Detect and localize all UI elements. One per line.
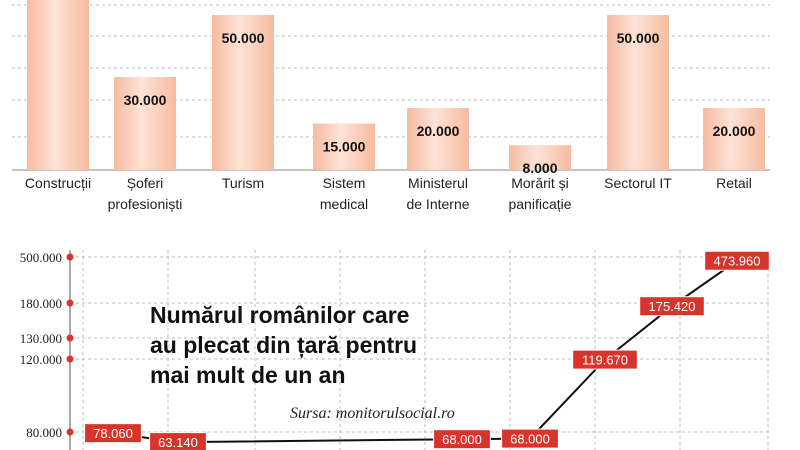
y-tick-label: 180.000 <box>20 296 62 311</box>
line-chart-title: Numărul românilor care au plecat din țar… <box>150 300 510 390</box>
y-tick-dot <box>66 355 74 363</box>
bar <box>313 123 375 170</box>
y-tick-dot <box>66 334 74 342</box>
bar-category-label: panificație <box>508 196 571 212</box>
bar-category-label: Sectorul IT <box>604 175 672 191</box>
line-chart-y-axis: 500.000 180.000 130.000 120.000 80.000 <box>20 250 74 440</box>
bar <box>114 77 176 170</box>
y-tick-label: 130.000 <box>20 331 62 346</box>
data-label: 68.000 <box>442 432 482 447</box>
bar <box>212 15 274 170</box>
bar-value-label: 15.000 <box>323 139 366 155</box>
bar-category-label: Turism <box>222 175 264 191</box>
y-tick-label: 500.000 <box>20 250 62 265</box>
data-label: 473.960 <box>714 254 761 269</box>
bar <box>509 145 571 170</box>
data-label: 78.060 <box>93 426 133 441</box>
bar-category-label: Șoferi <box>127 175 164 191</box>
bar-value-label: 50.000 <box>222 30 265 46</box>
bar-category-label: Ministerul <box>408 175 468 191</box>
bar-category-label: Retail <box>716 175 752 191</box>
y-tick-dot <box>66 253 74 261</box>
data-label: 175.420 <box>649 299 696 314</box>
bar-value-label: 30.000 <box>124 92 167 108</box>
bar <box>607 15 669 170</box>
bar-value-label: 8.000 <box>522 160 557 176</box>
data-label: 68.000 <box>510 432 550 447</box>
data-label-box <box>639 296 705 317</box>
data-label-box <box>572 349 638 370</box>
line-chart-title-line: mai mult de un an <box>150 362 346 388</box>
line-chart-title-line: Numărul românilor care <box>150 302 410 328</box>
bar-category-label: profesioniști <box>108 196 183 212</box>
bar-category-label: de Interne <box>406 196 469 212</box>
bar-category-label: Construcții <box>25 175 91 191</box>
line-chart-point-labels: 78.060 63.140 68.000 68.000 119.670 175.420 47… <box>84 250 770 450</box>
y-tick-label: 80.000 <box>26 425 62 440</box>
bar <box>27 0 89 170</box>
y-tick-label: 120.000 <box>20 352 62 367</box>
data-label: 63.140 <box>158 435 198 450</box>
bar-value-label: 20.000 <box>417 123 460 139</box>
data-label-box <box>433 429 491 450</box>
data-label-box <box>149 432 207 450</box>
data-label-box <box>84 423 142 444</box>
bar-category-label: Sistem <box>323 175 366 191</box>
y-tick-dot <box>66 428 74 436</box>
line-chart-gridlines <box>69 250 770 450</box>
line-chart-title-line: au plecat din țară pentru <box>150 332 418 358</box>
bar-category-label: Morărit și <box>511 175 569 191</box>
bar-category-label: medical <box>320 196 368 212</box>
data-label-box <box>704 250 770 271</box>
bar-value-label: 20.000 <box>713 123 756 139</box>
data-label: 119.670 <box>582 353 628 368</box>
bar <box>703 108 765 170</box>
bar-value-label: 50.000 <box>617 30 660 46</box>
line-chart: 500.000 180.000 130.000 120.000 80.000 78.06… <box>20 250 770 450</box>
y-tick-dot <box>66 299 74 307</box>
data-label-box <box>501 428 559 449</box>
bar-chart-category-labels: Construcții Șoferi profesioniști Turism Sist… <box>25 175 752 212</box>
bar-chart-bars: 30.000 50.000 15.000 20.000 8.000 50.000 20.00… <box>27 0 765 176</box>
line-chart-source: Sursa: monitorulsocial.ro <box>290 405 455 422</box>
bar-chart: 30.000 50.000 15.000 20.000 8.000 50.000 20.00… <box>12 0 770 212</box>
bar <box>407 108 469 170</box>
